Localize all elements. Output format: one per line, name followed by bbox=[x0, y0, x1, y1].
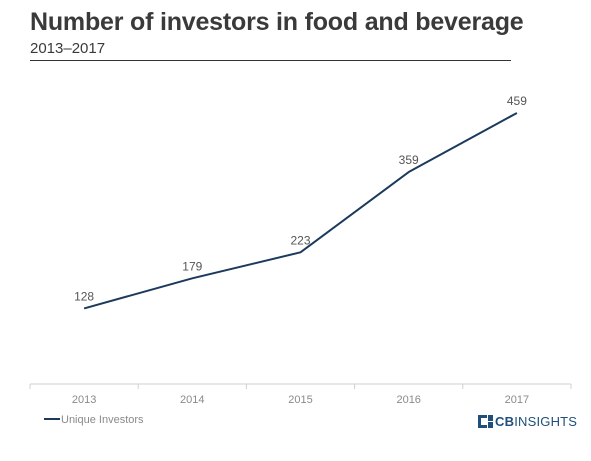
data-label: 459 bbox=[507, 94, 527, 108]
cb-insights-logo-icon bbox=[478, 415, 493, 428]
x-tick-label: 2015 bbox=[288, 394, 312, 406]
x-tick-label: 2017 bbox=[505, 394, 529, 406]
legend-label: Unique Investors bbox=[61, 414, 144, 426]
logo-text-rest: INSIGHTS bbox=[514, 414, 578, 429]
subtitle-divider bbox=[30, 60, 511, 61]
data-label: 359 bbox=[399, 153, 419, 167]
logo-text: CBINSIGHTS bbox=[495, 414, 577, 429]
x-tick-label: 2016 bbox=[396, 394, 420, 406]
series-lines bbox=[83, 112, 518, 310]
data-label: 179 bbox=[182, 259, 202, 273]
data-label: 223 bbox=[290, 233, 310, 247]
data-label: 128 bbox=[74, 289, 94, 303]
series-line-unique-investors bbox=[83, 112, 518, 310]
x-axis: 2013 2014 2015 2016 2017 bbox=[29, 383, 572, 406]
legend: Unique Investors bbox=[44, 414, 144, 426]
logo-text-bold: CB bbox=[495, 414, 515, 429]
chart-title: Number of investors in food and beverage bbox=[30, 8, 524, 36]
x-tick-label: 2013 bbox=[72, 394, 96, 406]
x-tick-label: 2014 bbox=[180, 394, 204, 406]
data-labels: 128 179 223 359 459 bbox=[74, 94, 527, 303]
chart-subtitle: 2013–2017 bbox=[30, 40, 106, 57]
cb-insights-logo: CBINSIGHTS bbox=[478, 414, 577, 429]
